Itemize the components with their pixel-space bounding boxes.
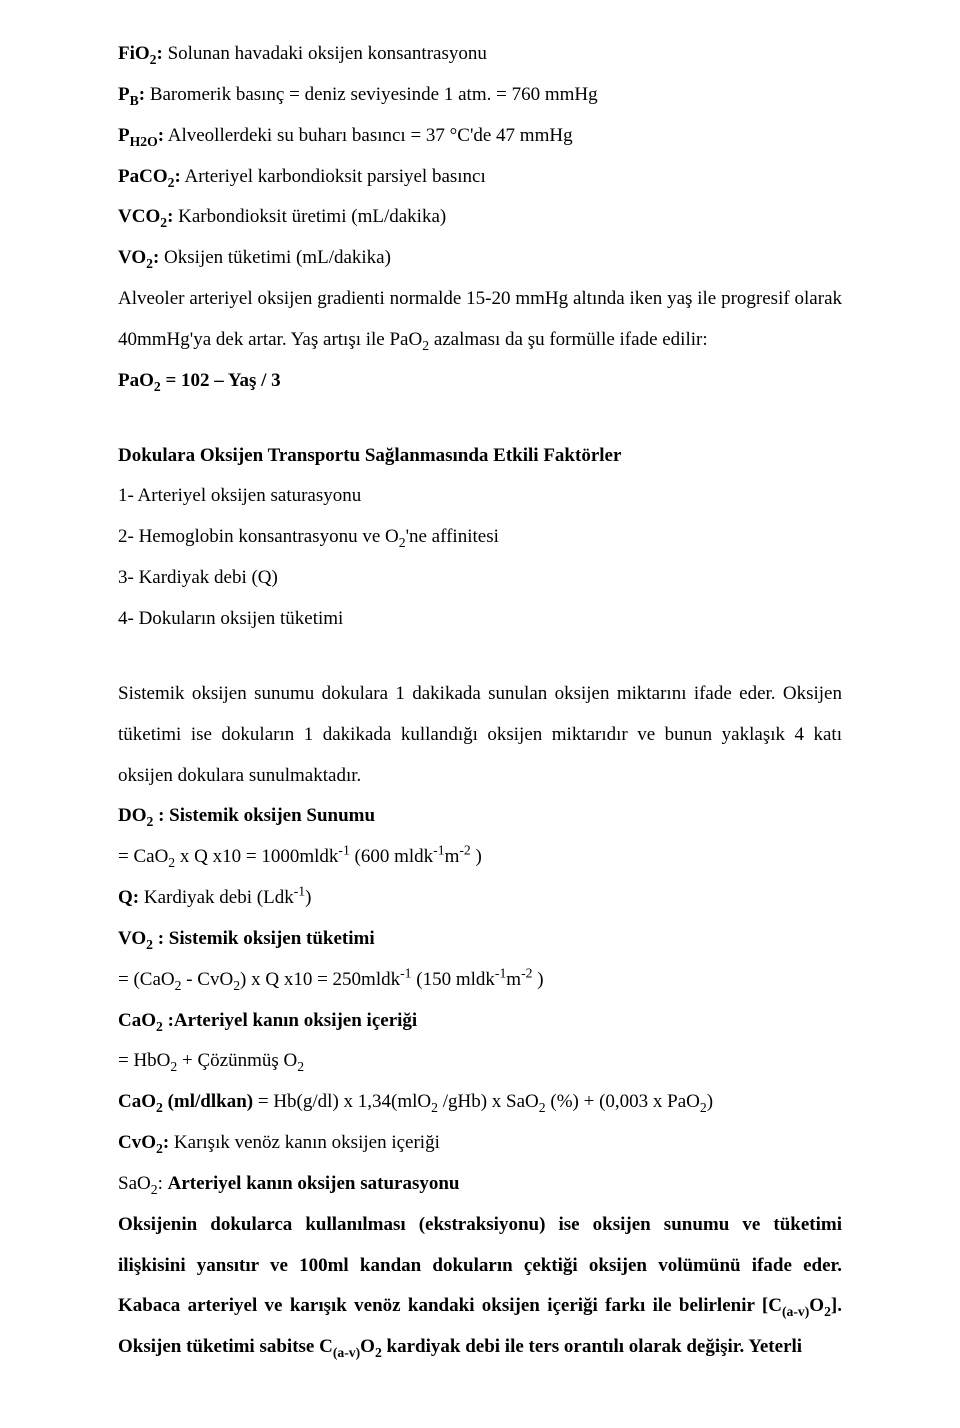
def-paco2: PaCO2: Arteriyel karbondioksit parsiyel … xyxy=(118,157,842,198)
definitions-block: FiO2: Solunan havadaki oksijen konsantra… xyxy=(118,34,842,279)
def-vco2: VCO2: Karbondioksit üretimi (mL/dakika) xyxy=(118,197,842,238)
def-fio2-text: Solunan havadaki oksijen konsantrasyonu xyxy=(163,43,487,64)
cao2-eq1: = HbO2 + Çözünmüş O2 xyxy=(118,1041,842,1082)
def-fio2-term: FiO2: xyxy=(118,43,163,64)
document-page: FiO2: Solunan havadaki oksijen konsantra… xyxy=(0,0,960,1428)
factors-section: Dokulara Oksijen Transportu Sağlanmasınd… xyxy=(118,436,842,640)
factor-4: 4- Dokuların oksijen tüketimi xyxy=(118,599,842,640)
def-vo2: VO2: Oksijen tüketimi (mL/dakika) xyxy=(118,238,842,279)
cvo2-line: CvO2: Karışık venöz kanın oksijen içeriğ… xyxy=(118,1123,842,1164)
do2-formula: = CaO2 x Q x10 = 1000mldk-1 (600 mldk-1m… xyxy=(118,837,842,878)
factors-heading: Dokulara Oksijen Transportu Sağlanmasınd… xyxy=(118,436,842,477)
cao2-label: CaO2 :Arteriyel kanın oksijen içeriği xyxy=(118,1001,842,1042)
def-ph2o: PH2O: Alveollerdeki su buharı basıncı = … xyxy=(118,116,842,157)
vo2-formula: = (CaO2 - CvO2) x Q x10 = 250mldk-1 (150… xyxy=(118,960,842,1001)
def-pb-text: Baromerik basınç = deniz seviyesinde 1 a… xyxy=(145,84,598,105)
def-ph2o-text: Alveollerdeki su buharı basıncı = 37 °C'… xyxy=(164,125,573,146)
pao2-formula: PaO2 = 102 – Yaş / 3 xyxy=(118,361,842,402)
formulas-block: DO2 : Sistemik oksijen Sunumu = CaO2 x Q… xyxy=(118,796,842,1204)
alveoler-paragraph: Alveoler arteriyel oksijen gradienti nor… xyxy=(118,279,842,361)
do2-label: DO2 : Sistemik oksijen Sunumu xyxy=(118,796,842,837)
vo2-label: VO2 : Sistemik oksijen tüketimi xyxy=(118,919,842,960)
def-vco2-term: VCO2: xyxy=(118,206,173,227)
def-paco2-term: PaCO2: xyxy=(118,166,181,187)
factor-1: 1- Arteriyel oksijen saturasyonu xyxy=(118,476,842,517)
def-ph2o-term: PH2O: xyxy=(118,125,164,146)
def-vco2-text: Karbondioksit üretimi (mL/dakika) xyxy=(173,206,446,227)
oxygen-supply-paragraph: Sistemik oksijen sunumu dokulara 1 dakik… xyxy=(118,674,842,797)
def-pb: PB: Baromerik basınç = deniz seviyesinde… xyxy=(118,75,842,116)
sao2-line: SaO2: Arteriyel kanın oksijen saturasyon… xyxy=(118,1164,842,1205)
final-paragraph: Oksijenin dokularca kullanılması (ekstra… xyxy=(118,1205,842,1368)
q-line: Q: Kardiyak debi (Ldk-1) xyxy=(118,878,842,919)
factor-2: 2- Hemoglobin konsantrasyonu ve O2'ne af… xyxy=(118,517,842,558)
def-pb-term: PB: xyxy=(118,84,145,105)
def-fio2: FiO2: Solunan havadaki oksijen konsantra… xyxy=(118,34,842,75)
def-paco2-text: Arteriyel karbondioksit parsiyel basıncı xyxy=(181,166,486,187)
factor-3: 3- Kardiyak debi (Q) xyxy=(118,558,842,599)
def-vo2-term: VO2: xyxy=(118,247,159,268)
cao2-eq2: CaO2 (ml/dlkan) = Hb(g/dl) x 1,34(mlO2 /… xyxy=(118,1082,842,1123)
def-vo2-text: Oksijen tüketimi (mL/dakika) xyxy=(159,247,391,268)
